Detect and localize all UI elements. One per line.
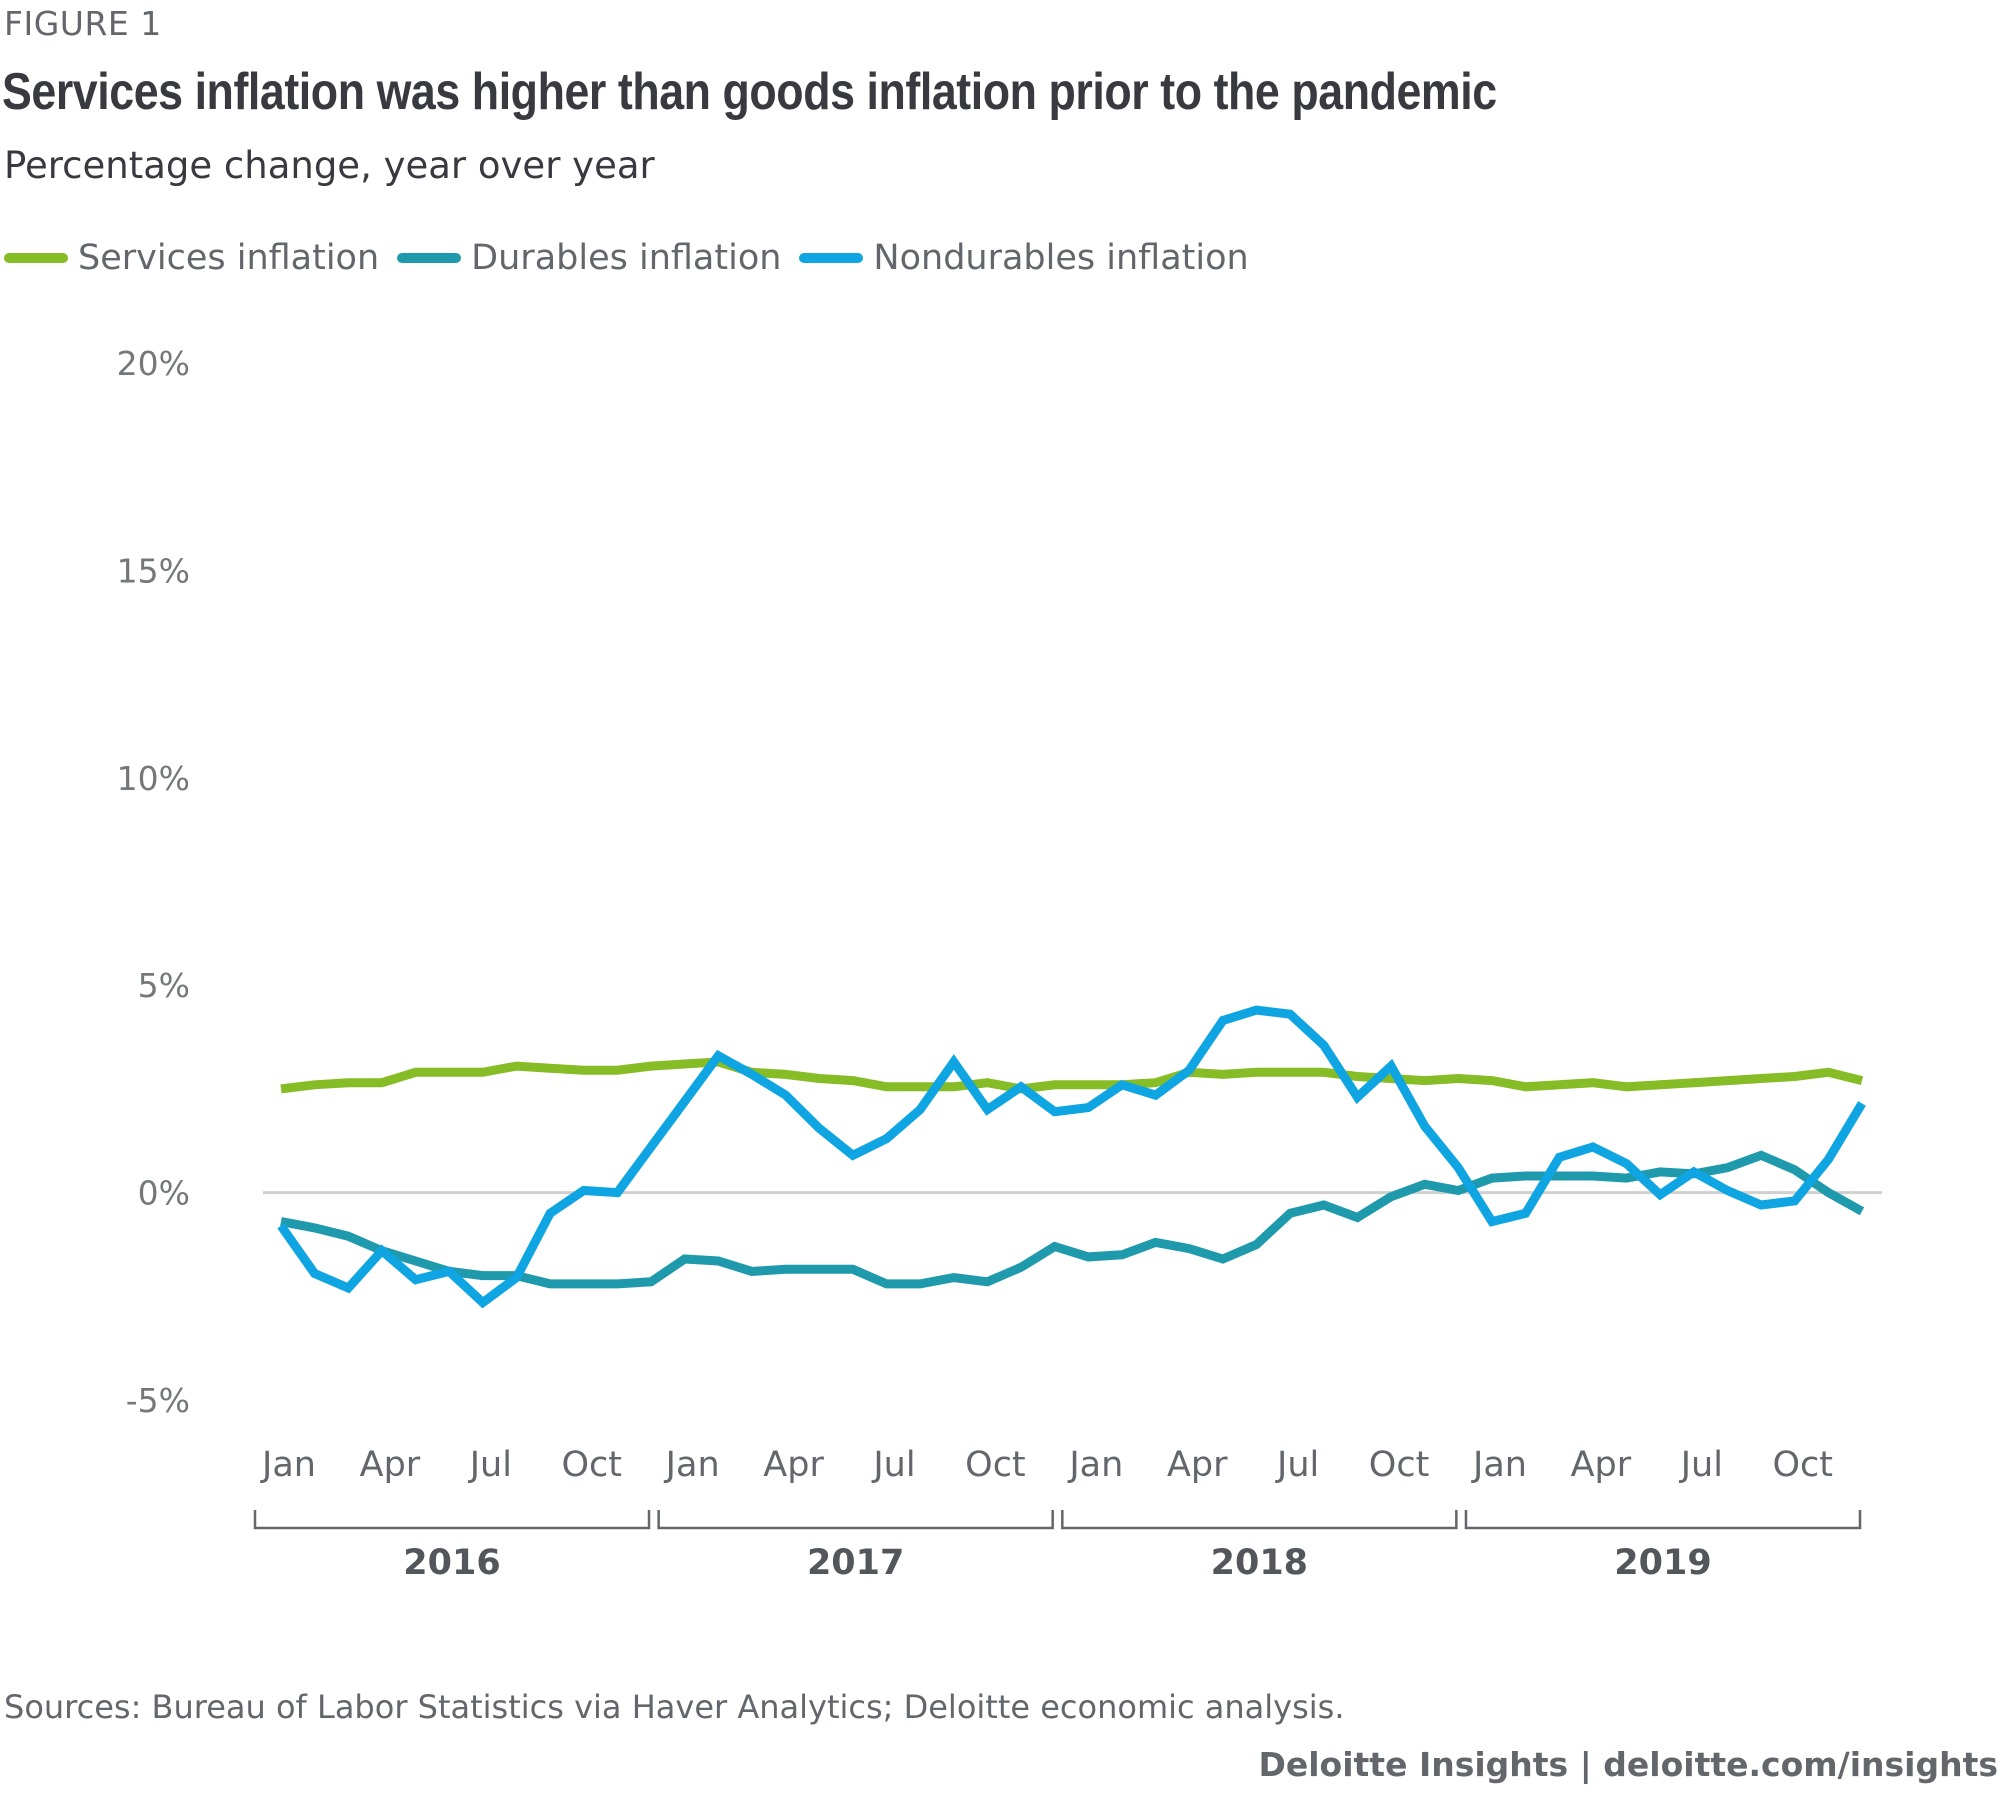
year-bracket <box>657 1510 1054 1530</box>
series-group <box>277 1005 1866 1309</box>
series-line-durables <box>280 1150 1865 1289</box>
x-tick-label: Apr <box>1571 1445 1632 1485</box>
y-tick-label: 20% <box>117 344 190 383</box>
legend-item-services: Services inflation <box>4 238 379 278</box>
series-line-services <box>280 1057 1864 1094</box>
x-tick-label: Oct <box>1369 1445 1430 1485</box>
legend-item-nondurables: Nondurables inflation <box>799 238 1249 278</box>
x-tick-label: Oct <box>965 1445 1026 1485</box>
x-tick-label: Jul <box>468 1445 512 1485</box>
x-tick-label: Jan <box>664 1445 720 1485</box>
figure-label: FIGURE 1 <box>4 4 162 43</box>
legend-label-nondurables: Nondurables inflation <box>873 238 1249 278</box>
y-axis: 20% 15% 10% 5% 0% -5% <box>117 344 190 1420</box>
brand-name: Deloitte Insights <box>1258 1745 1569 1784</box>
brand-url[interactable]: deloitte.com/insights <box>1603 1745 1998 1784</box>
year-bracket <box>1464 1510 1862 1530</box>
y-tick-label: -5% <box>126 1381 190 1420</box>
year-bracket <box>253 1510 651 1530</box>
x-tick-label: Oct <box>1772 1445 1833 1485</box>
series-line-nondurables <box>277 1005 1866 1309</box>
chart-title: Services inflation was higher than goods… <box>2 63 1497 121</box>
x-tick-label: Jul <box>1275 1445 1319 1485</box>
year-label: 2018 <box>1211 1543 1308 1583</box>
x-axis: Jan Apr Jul Oct Jan Apr Jul Oct Jan Apr Jul Oct Jan A… <box>253 1445 1862 1583</box>
y-tick-label: 5% <box>138 966 190 1005</box>
x-tick-label: Oct <box>561 1445 622 1485</box>
legend-label-services: Services inflation <box>78 238 380 278</box>
y-tick-label: 0% <box>138 1174 190 1213</box>
year-label: 2019 <box>1614 1543 1711 1583</box>
year-bracket <box>1061 1510 1458 1530</box>
y-tick-label: 15% <box>117 551 190 590</box>
brand-footer: Deloitte Insights | deloitte.com/insight… <box>1258 1745 1998 1784</box>
legend-label-durables: Durables inflation <box>471 238 782 278</box>
legend: Services inflation Durables inflation No… <box>4 238 1267 278</box>
legend-item-durables: Durables inflation <box>397 238 781 278</box>
year-label: 2017 <box>807 1543 904 1583</box>
legend-swatch-nondurables <box>799 253 864 263</box>
legend-swatch-services <box>4 253 68 263</box>
x-tick-label: Apr <box>360 1445 421 1485</box>
line-chart: 20% 15% 10% 5% 0% -5% Jan Apr Jul Oct Jan Apr Jul Oc… <box>117 344 1882 1583</box>
year-label: 2016 <box>403 1543 500 1583</box>
x-tick-label: Apr <box>1167 1445 1228 1485</box>
x-tick-label: Jul <box>1679 1445 1723 1485</box>
legend-swatch-durables <box>397 253 462 263</box>
x-tick-label: Jan <box>1471 1445 1527 1485</box>
source-note: Sources: Bureau of Labor Statistics via … <box>4 1688 1345 1726</box>
y-tick-label: 10% <box>117 759 190 798</box>
x-tick-label: Apr <box>763 1445 824 1485</box>
x-tick-label: Jan <box>1067 1445 1123 1485</box>
brand-separator: | <box>1579 1745 1592 1784</box>
x-tick-label: Jan <box>260 1445 316 1485</box>
x-tick-label: Jul <box>871 1445 915 1485</box>
chart-subtitle: Percentage change, year over year <box>4 144 655 187</box>
